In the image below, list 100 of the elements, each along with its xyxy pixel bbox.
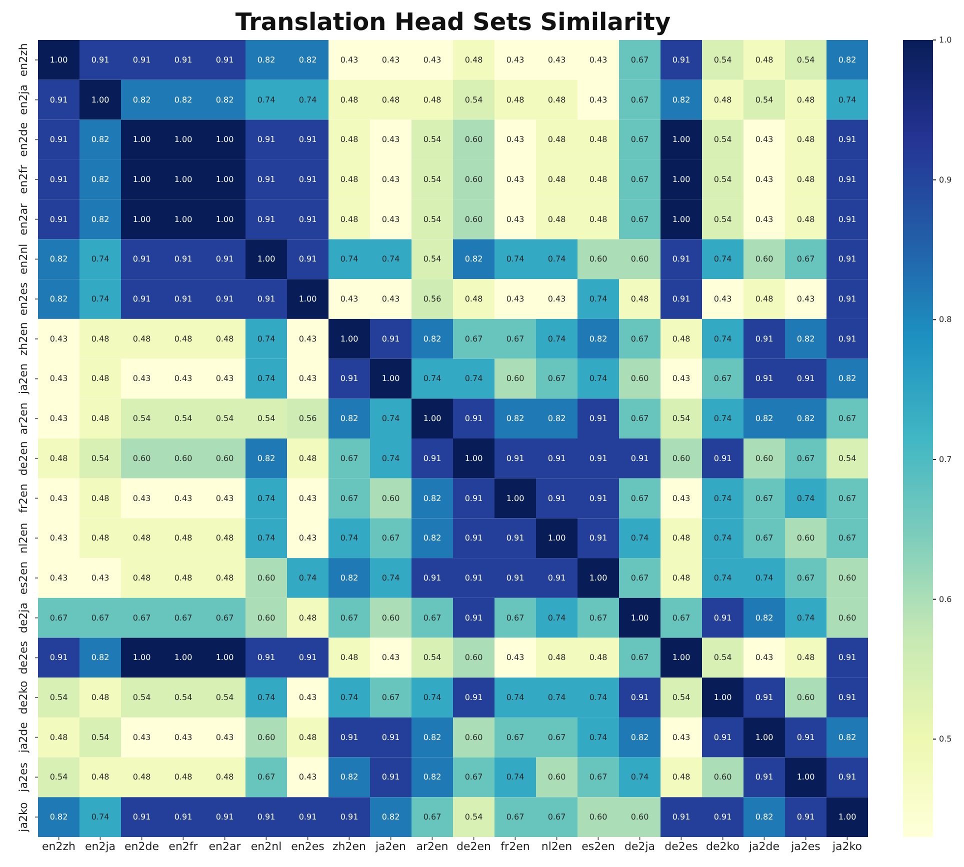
data-label: 0.60: [464, 135, 483, 144]
data-label: 0.67: [506, 613, 524, 622]
data-label: 1.00: [132, 214, 151, 224]
x-tick-label: ar2en: [416, 840, 448, 853]
y-tick-label: zh2en: [17, 322, 30, 356]
data-label: 0.91: [672, 294, 690, 304]
x-tick-label: de2es: [664, 840, 698, 853]
data-label: 0.74: [630, 534, 649, 543]
data-label: 0.82: [257, 55, 276, 64]
data-label: 0.67: [464, 772, 483, 782]
data-label: 0.67: [589, 613, 608, 622]
data-label: 0.43: [796, 294, 815, 304]
data-label: 0.67: [548, 812, 566, 822]
data-label: 0.43: [298, 534, 317, 543]
data-label: 0.43: [50, 534, 68, 543]
x-tick-label: ja2en: [374, 840, 406, 853]
data-label: 0.43: [174, 732, 192, 742]
data-label: 0.67: [672, 613, 690, 622]
data-label: 0.48: [91, 414, 110, 424]
color-bar-label: 1.0: [939, 36, 952, 44]
data-label: 0.60: [630, 254, 649, 264]
data-label: 0.91: [589, 534, 608, 543]
data-label: 0.54: [714, 214, 732, 224]
data-label: 0.74: [796, 613, 815, 622]
data-label: 0.91: [838, 294, 856, 304]
data-label: 1.00: [132, 653, 151, 662]
data-label: 1.00: [132, 174, 151, 184]
data-label: 0.82: [589, 334, 608, 344]
data-label: 0.60: [464, 732, 483, 742]
data-label: 0.43: [298, 334, 317, 344]
data-label: 0.48: [796, 214, 815, 224]
data-label: 0.67: [838, 494, 856, 503]
data-label: 0.60: [838, 573, 856, 582]
data-label: 0.43: [132, 494, 151, 503]
data-label: 0.48: [216, 573, 234, 582]
data-label: 0.91: [464, 613, 483, 622]
data-label: 1.00: [464, 454, 483, 463]
data-label: 0.43: [50, 573, 68, 582]
data-label: 0.43: [506, 214, 524, 224]
x-tick-label: ja2de: [748, 840, 780, 853]
data-label: 0.54: [216, 693, 234, 702]
x-tick-label: en2zh: [42, 840, 76, 853]
data-label: 0.74: [382, 414, 400, 424]
data-label: 0.91: [423, 454, 442, 463]
data-label: 0.43: [216, 374, 234, 384]
data-label: 0.48: [91, 772, 110, 782]
data-label: 0.67: [506, 732, 524, 742]
data-label: 0.43: [506, 174, 524, 184]
data-label: 0.48: [298, 732, 317, 742]
data-label: 0.60: [796, 534, 815, 543]
data-label: 0.67: [464, 334, 483, 344]
data-label: 0.48: [589, 174, 608, 184]
data-label: 0.43: [50, 334, 68, 344]
data-label: 0.91: [714, 613, 732, 622]
data-label: 0.91: [132, 254, 151, 264]
data-label: 0.74: [382, 454, 400, 463]
y-tick-label: ja2ko: [17, 802, 30, 833]
data-label: 0.82: [423, 334, 442, 344]
data-label: 0.48: [132, 573, 151, 582]
data-label: 0.67: [630, 334, 649, 344]
data-label: 1.00: [630, 613, 649, 622]
x-tick-label: de2ja: [624, 840, 656, 853]
data-label: 0.91: [340, 812, 358, 822]
data-label: 0.43: [382, 55, 400, 64]
data-label: 0.67: [340, 454, 358, 463]
data-label: 0.54: [50, 693, 68, 702]
data-label: 0.74: [714, 254, 732, 264]
data-label: 0.91: [672, 254, 690, 264]
data-label: 0.43: [132, 374, 151, 384]
data-label: 0.54: [464, 812, 483, 822]
data-label: 0.82: [298, 55, 317, 64]
data-label: 0.48: [755, 294, 774, 304]
data-label: 0.74: [298, 95, 317, 104]
data-label: 0.74: [257, 334, 276, 344]
data-label: 0.60: [216, 454, 234, 463]
data-label: 0.43: [382, 653, 400, 662]
data-label: 0.43: [216, 732, 234, 742]
color-bar-label: 0.6: [939, 594, 952, 604]
data-label: 0.67: [630, 55, 649, 64]
data-label: 0.60: [630, 374, 649, 384]
data-label: 0.48: [132, 534, 151, 543]
data-label: 0.60: [464, 653, 483, 662]
data-label: 0.48: [672, 772, 690, 782]
y-tick-label: ar2en: [17, 402, 30, 435]
data-label: 0.82: [796, 334, 815, 344]
data-label: 0.67: [630, 174, 649, 184]
data-label: 0.91: [50, 174, 68, 184]
data-label: 0.91: [216, 254, 234, 264]
data-label: 0.43: [714, 294, 732, 304]
data-label: 0.48: [174, 534, 192, 543]
data-label: 0.82: [423, 732, 442, 742]
data-label: 0.91: [838, 772, 856, 782]
data-label: 0.60: [755, 454, 774, 463]
data-label: 0.67: [796, 254, 815, 264]
data-label: 0.60: [714, 772, 732, 782]
data-label: 0.74: [714, 414, 732, 424]
data-label: 0.67: [382, 693, 400, 702]
data-label: 0.43: [672, 374, 690, 384]
data-label: 0.74: [423, 693, 442, 702]
data-label: 0.74: [423, 374, 442, 384]
